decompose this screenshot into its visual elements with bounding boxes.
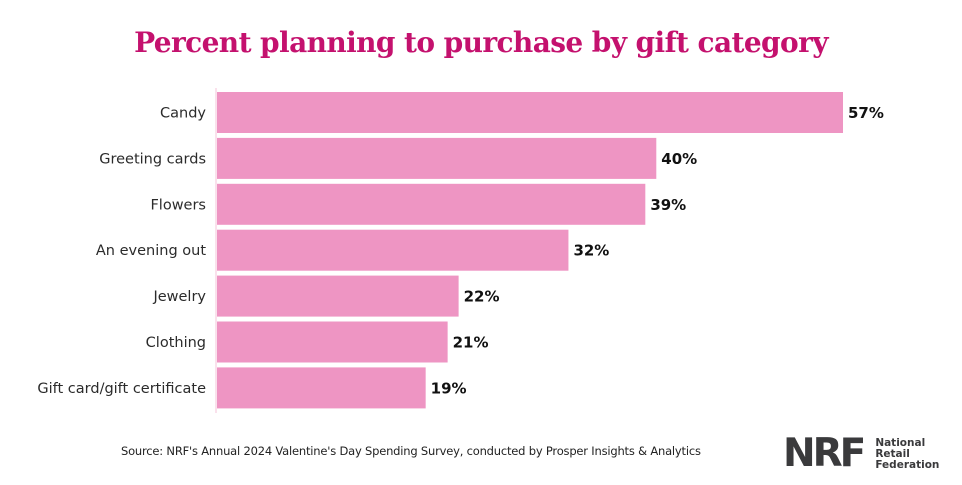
bar-an-evening-out	[217, 229, 569, 271]
category-label: Flowers	[150, 197, 206, 213]
category-label: Gift card/gift certificate	[37, 381, 206, 397]
logo-mark: NRF	[783, 431, 866, 476]
bar-gift-card-gift-certificate	[217, 367, 426, 409]
value-label: 22%	[464, 288, 500, 306]
bar-greeting-cards	[217, 137, 657, 179]
source-note: Source: NRF's Annual 2024 Valentine's Da…	[121, 444, 701, 458]
category-label: Jewelry	[152, 289, 206, 305]
logo-line-3: Federation	[875, 458, 940, 471]
value-label: 21%	[453, 334, 489, 352]
bar-flowers	[217, 183, 646, 225]
chart-title: Percent planning to purchase by gift cat…	[134, 26, 828, 59]
logo-line-1: National	[875, 436, 926, 449]
value-label: 57%	[848, 104, 884, 122]
category-label: Greeting cards	[99, 151, 206, 167]
value-label: 19%	[431, 379, 467, 397]
value-label: 39%	[650, 196, 686, 214]
logo-line-2: Retail	[875, 447, 910, 460]
logo-text: National Retail Federation	[875, 436, 940, 471]
value-label: 32%	[573, 242, 609, 260]
category-label: Clothing	[146, 335, 206, 351]
value-label: 40%	[661, 150, 697, 168]
category-label: An evening out	[96, 243, 206, 259]
bars-group: Candy 57% Greeting cards 40% Flowers 39% An ev…	[37, 92, 884, 409]
nrf-logo: NRF National Retail Federation	[783, 431, 940, 476]
bar-jewelry	[217, 275, 459, 317]
bar-candy	[217, 92, 843, 133]
category-label: Candy	[160, 106, 206, 122]
bar-clothing	[217, 321, 448, 363]
